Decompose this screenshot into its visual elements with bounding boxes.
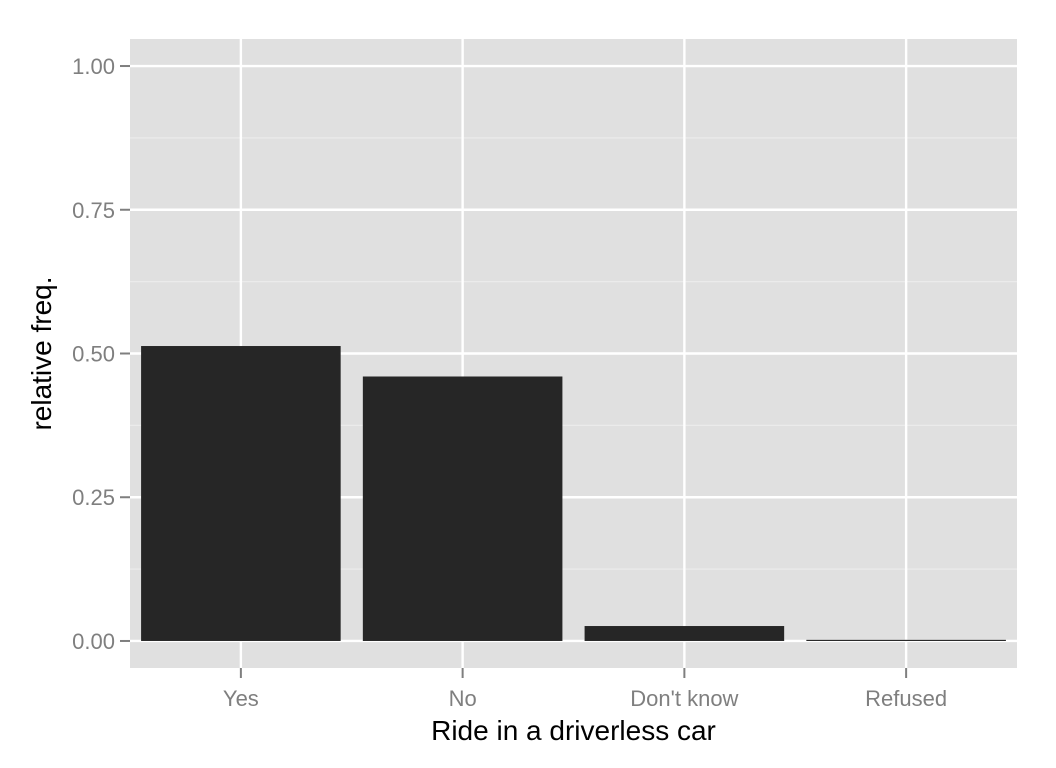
x-tick-label: Refused	[865, 686, 947, 711]
y-tick-label: 1.00	[72, 54, 115, 79]
x-axis: Yes No Don't know Refused	[223, 668, 947, 711]
x-tick-label: Don't know	[630, 686, 738, 711]
y-axis-title: relative freq.	[26, 276, 57, 430]
bar-don-t-know	[584, 626, 785, 641]
x-axis-title: Ride in a driverless car	[431, 715, 716, 746]
x-tick-label: No	[449, 686, 477, 711]
bar-no	[362, 376, 563, 641]
y-axis: 0.00 0.25 0.50 0.75 1.00	[72, 54, 130, 654]
bars	[141, 346, 1006, 641]
y-tick-label: 0.75	[72, 198, 115, 223]
y-tick-label: 0.25	[72, 485, 115, 510]
bar-refused	[806, 639, 1006, 641]
y-tick-label: 0.00	[72, 629, 115, 654]
y-tick-label: 0.50	[72, 342, 115, 367]
bar-yes	[141, 346, 341, 641]
x-tick-label: Yes	[223, 686, 259, 711]
